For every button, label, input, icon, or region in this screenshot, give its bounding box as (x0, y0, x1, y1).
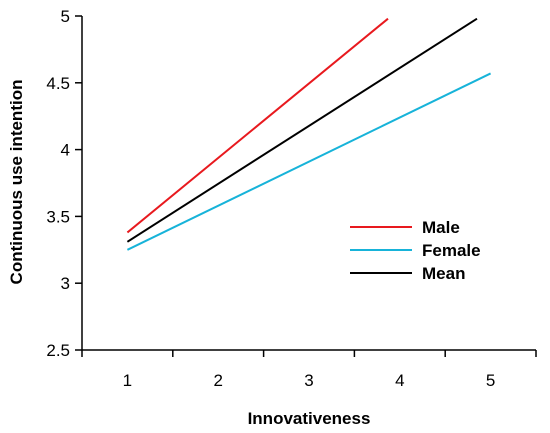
legend-label-male: Male (422, 218, 460, 237)
y-tick-label: 2.5 (46, 341, 70, 360)
series-line-female (126, 72, 492, 251)
legend: Male Female Mean (350, 218, 481, 283)
y-tick-label: 4 (61, 141, 70, 160)
series-line-mean (126, 17, 478, 243)
x-axis-title: Innovativeness (248, 409, 371, 428)
x-tick-label: 5 (486, 371, 495, 390)
x-axis-ticks: 1 2 3 4 5 (81, 350, 537, 390)
legend-label-female: Female (422, 241, 481, 260)
x-tick-label: 1 (123, 371, 132, 390)
x-tick-label: 4 (395, 371, 404, 390)
y-tick-label: 3 (61, 274, 70, 293)
y-tick-label: 4.5 (46, 74, 70, 93)
y-axis-title: Continuous use intention (7, 80, 26, 285)
series-line-male (126, 17, 389, 234)
chart-axes (81, 16, 536, 351)
legend-label-mean: Mean (422, 264, 465, 283)
x-tick-label: 3 (304, 371, 313, 390)
x-tick-label: 2 (213, 371, 222, 390)
series-lines (126, 17, 492, 251)
y-axis-ticks: 2.5 3 3.5 4 4.5 5 (46, 7, 82, 360)
y-tick-label: 5 (61, 7, 70, 26)
y-tick-label: 3.5 (46, 207, 70, 226)
